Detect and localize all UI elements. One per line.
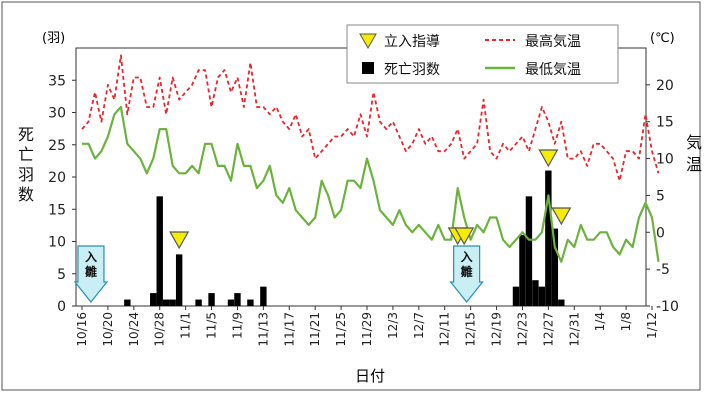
- x-tick-label: 11/1: [179, 312, 193, 339]
- vertical-axis-titles: 死亡羽数 気温: [18, 125, 702, 204]
- min-temp-line: [82, 105, 660, 263]
- left-axis-title-char: 死: [18, 125, 34, 144]
- legend-label: 最低気温: [525, 62, 581, 78]
- left-axis-unit: (羽): [42, 31, 65, 46]
- right-tick-label: 10: [656, 152, 674, 168]
- x-tick-label: 10/20: [101, 312, 115, 347]
- death-bar: [551, 228, 559, 306]
- death-bar: [124, 299, 131, 306]
- death-bar: [558, 299, 565, 306]
- x-tick-label: 10/24: [127, 312, 141, 347]
- left-tick-label: 15: [48, 202, 66, 218]
- right-axis-title-char: 温: [686, 155, 702, 174]
- legend-marker-symbol: [359, 33, 377, 50]
- death-bar: [532, 280, 539, 306]
- x-tick-label: 12/27: [541, 312, 555, 347]
- legend-label: 最高気温: [525, 33, 581, 50]
- right-tick-label: -5: [656, 262, 670, 278]
- death-bar: [512, 286, 520, 306]
- inspection-marker: [454, 227, 475, 246]
- x-tick-label: 10/28: [153, 312, 167, 347]
- arrival-label-char: 入: [461, 250, 473, 264]
- left-axis-title-char: 亡: [18, 145, 34, 164]
- x-tick-label: 11/13: [256, 312, 270, 347]
- left-tick-label: 10: [48, 235, 66, 251]
- death-bar: [519, 235, 526, 306]
- inspection-markers: [169, 149, 572, 250]
- x-tick-label: 12/7: [412, 312, 426, 339]
- left-tick-label: 25: [48, 138, 66, 154]
- x-tick-label: 12/3: [386, 312, 400, 339]
- left-axis-title-char: 数: [18, 185, 34, 204]
- x-tick-label: 12/19: [490, 312, 504, 347]
- figure-frame: [1, 1, 701, 391]
- death-bar: [150, 293, 157, 306]
- death-bar: [227, 299, 235, 306]
- x-tick-label: 11/29: [360, 312, 374, 347]
- left-tick-label: 35: [48, 73, 66, 89]
- right-tick-label: 15: [656, 115, 674, 131]
- x-tick-label: 12/31: [567, 312, 581, 347]
- x-tick-label: 1/4: [593, 312, 607, 331]
- x-tick-label: 11/9: [230, 312, 244, 339]
- left-tick-label: 0: [57, 299, 66, 315]
- legend-label: 死亡羽数: [384, 62, 440, 78]
- death-bar: [163, 299, 170, 306]
- arrival-arrow: [449, 245, 484, 303]
- x-tick-label: 11/17: [282, 312, 296, 347]
- left-tick-label: 30: [48, 106, 66, 122]
- temperature-lines: [81, 54, 660, 263]
- x-tick-label: 11/25: [334, 312, 348, 347]
- x-tick-label: 11/5: [205, 312, 219, 339]
- death-bar: [260, 286, 267, 306]
- inspection-marker: [538, 149, 559, 168]
- death-bar: [545, 170, 552, 306]
- arrival-label-char: 雛: [461, 264, 473, 279]
- left-axis-title-char: 羽: [18, 165, 34, 184]
- max-temp-line: [81, 54, 660, 182]
- left-tick-label: 5: [57, 267, 66, 283]
- right-tick-label: -10: [656, 299, 679, 315]
- death-bar: [175, 254, 183, 306]
- x-tick-label: 1/12: [645, 312, 659, 339]
- x-tick-label: 10/16: [75, 312, 89, 347]
- x-tick-label: 11/21: [308, 312, 322, 347]
- death-bar: [247, 299, 254, 306]
- death-bar: [525, 196, 533, 306]
- death-bar: [156, 196, 163, 306]
- arrival-label-char: 雛: [85, 264, 97, 279]
- death-bar: [208, 293, 215, 306]
- legend-box: [346, 24, 619, 84]
- right-axis-unit: (℃): [650, 31, 675, 46]
- x-tick-label: 12/11: [438, 312, 452, 347]
- right-tick-label: 5: [656, 188, 665, 204]
- axes: 0 5 10 15 20 25 30 35 -10 -5 0 5 10 15 20 10/16 10/20 10/…: [48, 73, 679, 346]
- death-bar: [195, 299, 202, 306]
- x-tick-label: 12/23: [515, 312, 529, 347]
- death-bars: [124, 170, 565, 306]
- death-bar: [169, 299, 176, 306]
- death-bar: [234, 293, 241, 306]
- legend-bar-symbol: [362, 62, 374, 74]
- right-tick-label: 0: [656, 225, 665, 241]
- right-tick-label: 20: [656, 78, 674, 94]
- inspection-marker: [169, 231, 190, 250]
- right-axis-title-char: 気: [686, 133, 702, 152]
- left-tick-label: 20: [48, 170, 66, 186]
- death-bar: [538, 286, 546, 306]
- x-tick-label: 1/8: [619, 312, 633, 331]
- x-axis-title: 日付: [355, 367, 385, 385]
- legend-label: 立入指導: [384, 34, 440, 50]
- x-tick-label: 12/15: [464, 312, 478, 347]
- inspection-marker: [551, 207, 572, 226]
- arrival-arrow: [73, 245, 109, 303]
- arrival-label-char: 入: [85, 250, 97, 264]
